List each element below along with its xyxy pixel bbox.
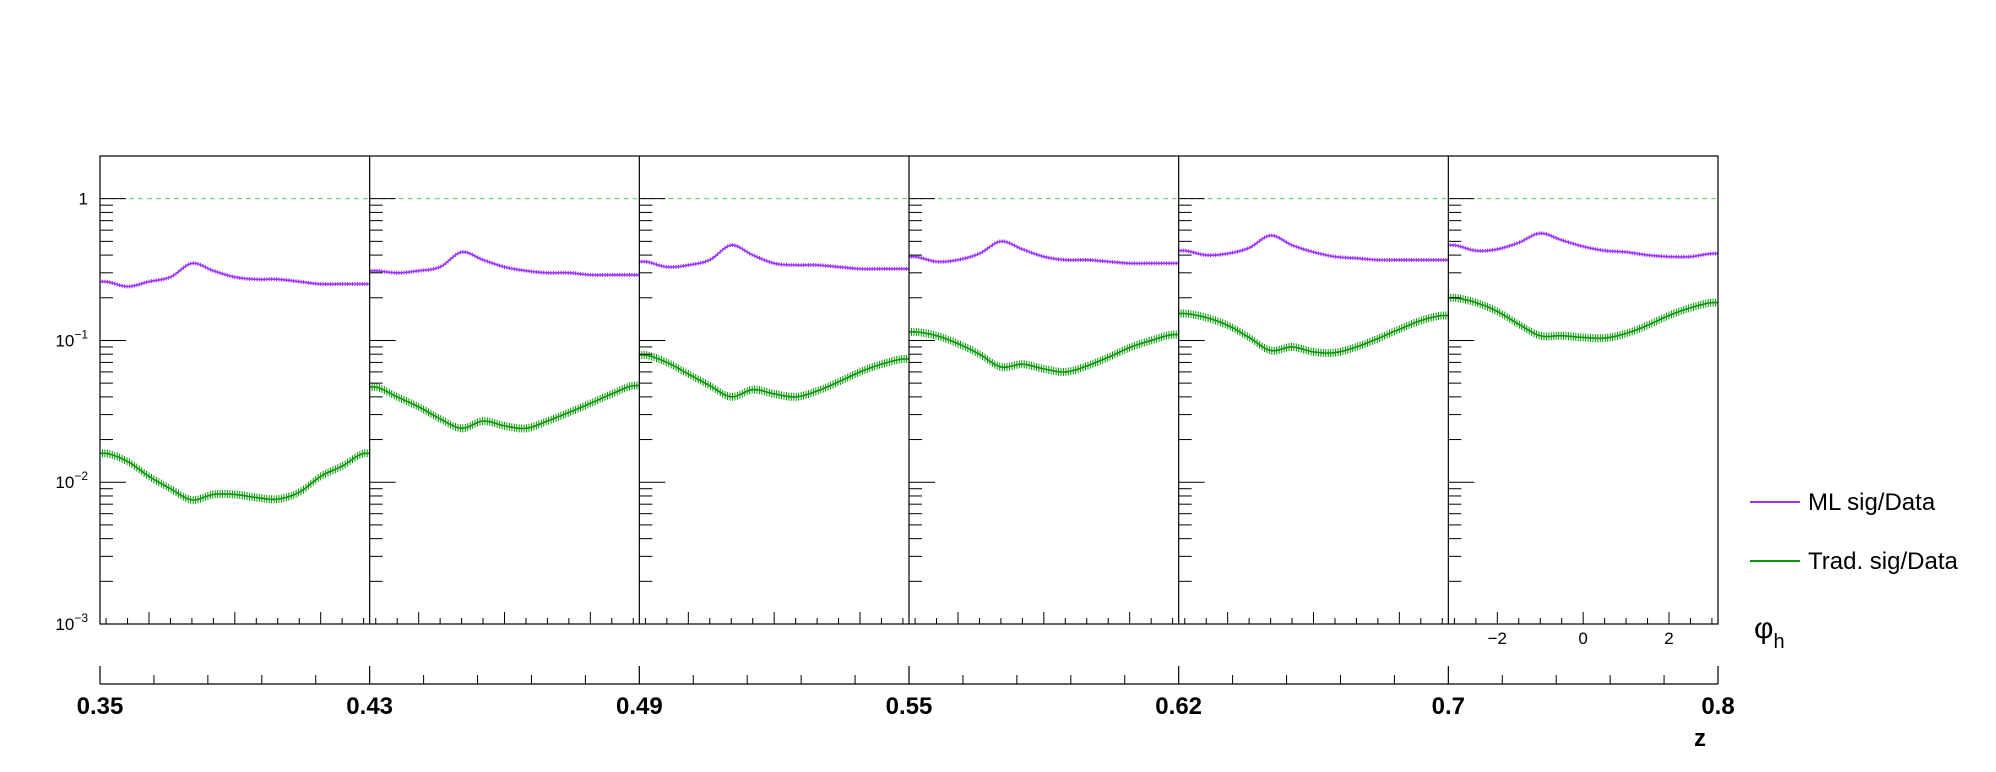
z-tick-label: 0.55 [886, 693, 933, 720]
series-line [100, 262, 370, 288]
phi-axis-symbol: φ [1754, 612, 1773, 645]
z-tick-label: 0.62 [1155, 693, 1202, 720]
y-tick-base: 10 [55, 473, 74, 492]
series-line [909, 240, 1179, 265]
series-panel-trad [369, 381, 640, 433]
phi-tick-label: 2 [1664, 629, 1673, 648]
series-panel-ml [638, 243, 910, 271]
z-axis-title: z [1694, 725, 1706, 752]
series-line [909, 331, 1179, 373]
series-line [639, 354, 909, 398]
series-line [1448, 297, 1718, 340]
panel-frames [99, 155, 1719, 625]
series-line [369, 251, 640, 276]
z-tick-label: 0.35 [77, 693, 124, 720]
y-tick-label: 10−3 [55, 611, 88, 634]
phi-tick-label: −2 [1488, 629, 1507, 648]
legend-label: ML sig/Data [1808, 489, 1936, 516]
phi-axis-subscript: h [1773, 631, 1784, 653]
series-panel-ml [908, 239, 1180, 266]
series-panel-ml [99, 261, 371, 289]
y-tick-base: 1 [79, 190, 88, 209]
phi-tick-label: 0 [1578, 629, 1587, 648]
legend-label: Trad. sig/Data [1808, 548, 1958, 575]
y-tick-label: 10−1 [55, 327, 88, 350]
series-panel-ml [1178, 233, 1449, 263]
series-panel-ml [1447, 231, 1719, 259]
y-tick-label: 10−2 [55, 469, 88, 492]
series-line [1178, 234, 1449, 261]
series-line [100, 452, 370, 501]
series-line [369, 384, 640, 430]
z-tick-label: 0.8 [1701, 693, 1734, 720]
y-tick-exponent: −2 [74, 469, 88, 483]
legend: ML sig/Data Trad. sig/Data [1750, 489, 1958, 575]
z-tick-label: 0.7 [1432, 693, 1465, 720]
y-tick-label: 1 [79, 190, 88, 209]
y-axis: 110−110−210−3 [55, 155, 1475, 634]
y-tick-base: 10 [55, 615, 74, 634]
data-series [99, 231, 1719, 505]
phi-axis-title: φh [1754, 612, 1785, 653]
series-panel-trad [908, 327, 1180, 376]
z-tick-label: 0.49 [616, 693, 663, 720]
y-tick-exponent: −1 [74, 327, 88, 341]
series-line [1178, 312, 1449, 354]
z-axis: 0.35 0.43 0.49 0.55 0.62 0.7 0.8 z [77, 666, 1735, 752]
y-tick-exponent: −3 [74, 611, 88, 625]
phi-axis: −2 0 2 φh [105, 612, 1785, 653]
series-panel-trad [1178, 309, 1449, 358]
series-panel-trad [99, 449, 371, 505]
y-tick-base: 10 [55, 331, 74, 350]
series-panel-ml [369, 249, 640, 278]
series-panel-trad [1447, 293, 1719, 343]
series-panel-trad [638, 350, 910, 401]
series-line [1448, 232, 1718, 258]
series-line [639, 244, 909, 270]
z-tick-label: 0.43 [346, 693, 393, 720]
